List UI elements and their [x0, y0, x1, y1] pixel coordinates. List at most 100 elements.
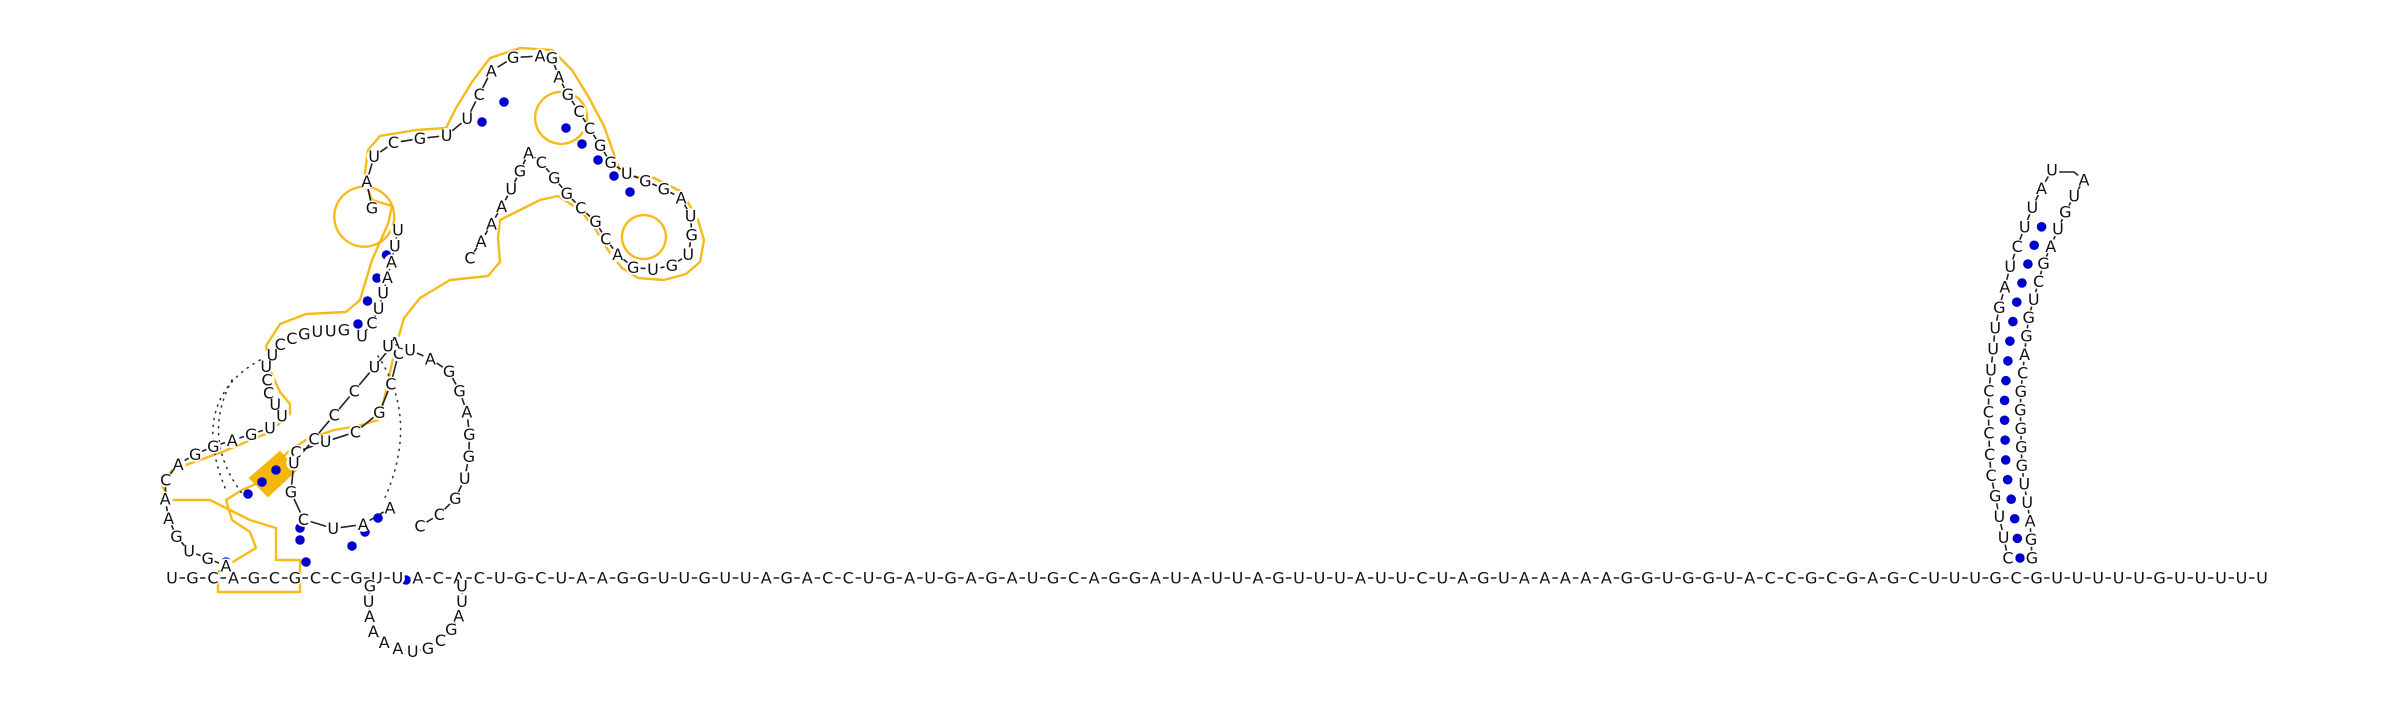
nucleotide-bg [1987, 488, 2003, 504]
nucleotide-bg [2013, 420, 2029, 436]
right-hairpin-pair-dot [2036, 222, 2047, 232]
nucleotide-bg [473, 233, 489, 249]
nucleotide-bg [619, 165, 635, 181]
nucleotide-bg [1496, 570, 1512, 586]
nucleotide-baseline-38: G [944, 569, 956, 588]
nucleotide-right-hairpin-5p-10: U [1987, 340, 1999, 359]
nucleotide-junction-11: U [276, 407, 288, 426]
nucleotide-baseline-15: C [474, 569, 485, 588]
nucleotide-baseline-71: G [1621, 569, 1633, 588]
nucleotide-baseline-76: U [1723, 569, 1735, 588]
nucleotide-right-hairpin-5p-9: U [1985, 361, 1997, 380]
nucleotide-baseline-68: A [1560, 569, 1571, 588]
nucleotide-bg [1967, 570, 1983, 586]
nucleotide-bg [2009, 239, 2025, 255]
right-hairpin-pair-dot [2003, 356, 2013, 366]
nucleotide-bg [2016, 476, 2032, 492]
nucleotide-bg [261, 385, 277, 401]
nucleotide-bg [902, 570, 918, 586]
nucleotide-bg [717, 570, 733, 586]
nucleotide-bg [383, 376, 399, 392]
nucleotide-upper-right-18: C [600, 229, 611, 248]
nucleotide-baseline-44: C [1068, 569, 1079, 588]
nucleotide-right-hairpin-5p-17: U [2027, 198, 2039, 217]
nucleotide-right-arc-3: G [443, 362, 455, 381]
nucleotide-baseline-34: U [863, 569, 875, 588]
nucleotide-mid-left-5: U [373, 299, 385, 318]
nucleotide-bg [673, 190, 689, 206]
nucleotide-right-hairpin-3p-9: G [2015, 382, 2027, 401]
nucleotide-mid-left-3: A [382, 268, 393, 287]
nucleotide-bg [1824, 570, 1840, 586]
nucleotide-lower-inner-14: U [327, 519, 339, 538]
nucleotide-baseline-64: G [1477, 569, 1489, 588]
nucleotide-baseline-53: A [1253, 569, 1264, 588]
right-hairpin-pair-dot [2012, 533, 2023, 544]
base-pair-layer [221, 97, 2047, 585]
nucleotide-lower-inner-3: G [373, 403, 385, 422]
nucleotide-bg [1414, 570, 1430, 586]
mid-stem-pair-dot [362, 296, 373, 306]
nucleotide-lower-left-12: A [221, 557, 232, 576]
nucleotide-bg [264, 347, 280, 363]
nucleotide-right-hairpin-3p-5: G [2016, 456, 2028, 475]
nucleotide-upper-right-23: C [536, 153, 547, 172]
nucleotide-bg [943, 570, 959, 586]
nucleotide-baseline-86: U [1928, 569, 1940, 588]
nucleotide-bg [218, 558, 234, 574]
nucleotide-bg [283, 484, 299, 500]
nucleotide-bg [1189, 570, 1205, 586]
nucleotide-bg [380, 338, 396, 354]
nucleotide-bg [1352, 570, 1368, 586]
nucleotide-bg [354, 328, 370, 344]
nucleotide-upper-right-6: G [604, 153, 616, 172]
nucleotide-lower-left-7: A [160, 490, 171, 509]
nucleotide-baseline-54: G [1272, 569, 1284, 588]
dotted-connector-2 [217, 379, 245, 497]
nucleotide-upper-right-12: G [686, 225, 698, 244]
nucleotide-bg [2131, 570, 2147, 586]
nucleotide-bg [1025, 570, 1041, 586]
nucleotide-bg [1865, 570, 1881, 586]
nucleotide-bg [1982, 446, 1998, 462]
nucleotide-baseline-22: G [617, 569, 629, 588]
nucleotide-bottom-loop-3: A [368, 622, 379, 641]
nucleotide-right-hairpin-3p-15: C [2033, 272, 2044, 291]
nucleotide-bg [309, 324, 325, 340]
nucleotide-bg [656, 181, 672, 197]
nucleotide-right-hairpin-3p-17: A [2045, 237, 2056, 256]
nucleotide-right-hairpin-5p-3: G [1989, 486, 2001, 505]
nucleotide-right-hairpin-3p-16: G [2037, 254, 2049, 273]
nucleotide-mid-left-6: C [366, 314, 377, 333]
nucleotide-bg [2015, 365, 2031, 381]
nucleotide-right-hairpin-3p-21: A [2079, 171, 2090, 190]
nucleotide-lower-left-0: U [264, 419, 276, 438]
nucleotide-lower-left-8: A [163, 509, 174, 528]
nucleotide-bottom-loop-11: U [456, 592, 468, 611]
nucleotide-bg [1639, 570, 1655, 586]
upper-stem-pair-dot [577, 139, 587, 149]
nucleotide-baseline-35: G [883, 569, 895, 588]
nucleotide-bg [2022, 513, 2038, 529]
nucleotide-upper-left-1: A [361, 172, 372, 191]
nucleotide-bg [521, 145, 537, 161]
nucleotide-baseline-50: A [1191, 569, 1202, 588]
right-hairpin-pair-dot [2029, 240, 2039, 251]
nucleotide-bg [443, 622, 459, 638]
nucleotide-bg [205, 570, 221, 586]
nucleotide-bg [2036, 256, 2052, 272]
nucleotide-bg [2000, 550, 2016, 566]
nucleotide-junction-8: C [262, 370, 273, 389]
nucleotide-baseline-96: U [2133, 569, 2145, 588]
nucleotide-bg [546, 170, 562, 186]
nucleotide-bg [1107, 570, 1123, 586]
nucleotide-baseline-74: G [1682, 569, 1694, 588]
nucleotide-bg [1762, 570, 1778, 586]
nucleotide-lower-inner-7: U [369, 357, 381, 376]
nucleotide-bg [1066, 570, 1082, 586]
nucleotide-right-hairpin-5p-11: U [1989, 319, 2001, 338]
nucleotide-bg [1373, 570, 1389, 586]
nucleotide-lower-left-11: G [201, 549, 213, 568]
nucleotide-baseline-27: U [719, 569, 731, 588]
